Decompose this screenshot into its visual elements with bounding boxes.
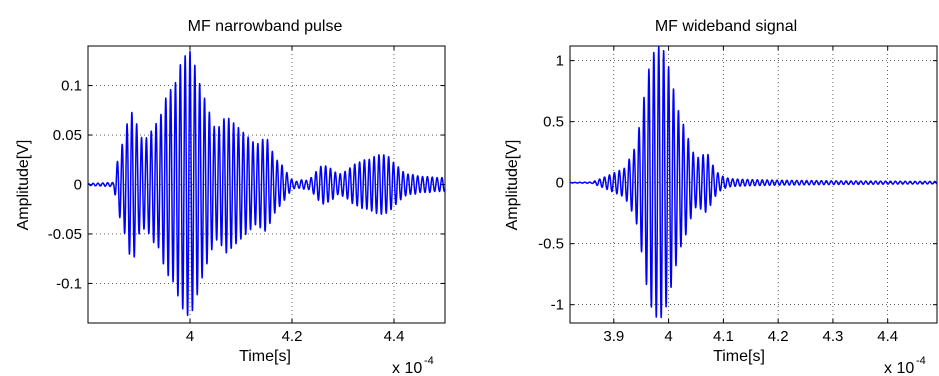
- x-tick-label: 4.3: [822, 328, 843, 345]
- y-tick-label: 0.05: [53, 127, 82, 144]
- x-tick-label: 4.1: [713, 328, 734, 345]
- x-axis-label: Time[s]: [713, 348, 765, 365]
- x-tick-label: 4.2: [282, 328, 303, 345]
- chart-title: MF narrowband pulse: [188, 18, 343, 35]
- y-tick-label: 0.1: [61, 78, 82, 95]
- y-tick-label: -0.5: [538, 236, 564, 253]
- axis-ticks: 3.9 4 4.1 4.2 4.3 4.4 1 0.5 0 -0.5 -1: [538, 46, 937, 345]
- y-axis-label: Amplitude[V]: [504, 140, 521, 231]
- y-tick-label: -0.1: [56, 275, 82, 292]
- x-multiplier: x 10: [884, 360, 914, 376]
- y-tick-label: -0.05: [48, 226, 82, 243]
- x-multiplier-exponent: -4: [916, 355, 926, 367]
- x-multiplier-exponent: -4: [424, 355, 434, 367]
- y-tick-label: 0: [556, 175, 564, 192]
- x-tick-label: 4.4: [877, 328, 898, 345]
- y-tick-label: 1: [556, 53, 564, 70]
- series-line: [569, 45, 938, 319]
- x-axis-label: Time[s]: [239, 348, 291, 365]
- x-tick-label: 4: [664, 328, 672, 345]
- y-tick-label: -1: [551, 297, 564, 314]
- x-multiplier: x 10: [392, 360, 422, 376]
- narrowband-chart: MF narrowband pulse 4 4.2 4.4 0.1 0.05 0 -0.05…: [15, 18, 446, 376]
- series-line: [87, 50, 446, 317]
- y-axis-label: Amplitude[V]: [15, 140, 32, 231]
- y-tick-label: 0: [74, 177, 82, 194]
- x-tick-label: 4: [186, 328, 194, 345]
- x-tick-label: 4.2: [768, 328, 789, 345]
- chart-title: MF wideband signal: [655, 18, 797, 35]
- x-tick-label: 4.4: [384, 328, 405, 345]
- wideband-chart: MF wideband signal 3.9 4 4.1 4.2 4.3 4.4 1 0.5 0…: [504, 18, 938, 376]
- x-tick-label: 3.9: [603, 328, 624, 345]
- y-tick-label: 0.5: [543, 114, 564, 131]
